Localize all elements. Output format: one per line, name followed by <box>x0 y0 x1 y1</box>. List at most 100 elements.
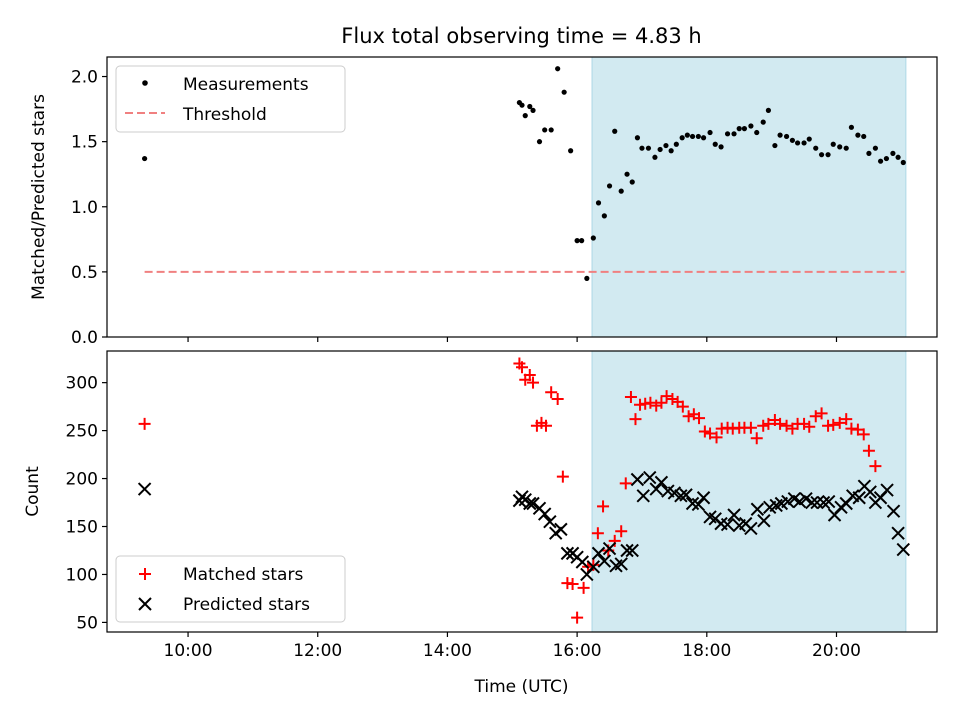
matched-star-point <box>833 416 846 429</box>
top-panel: 0.00.51.01.52.0 Matched/Predicted stars … <box>29 56 938 348</box>
measurement-point <box>522 113 528 119</box>
measurement-point <box>548 127 554 133</box>
matched-star-point <box>655 396 668 409</box>
matched-star-point <box>757 419 770 432</box>
matched-star-point <box>545 386 558 399</box>
predicted-star-point <box>750 502 765 516</box>
measurement-point <box>542 127 548 133</box>
predicted-star-point <box>625 543 639 558</box>
top-axes-frame <box>106 56 938 338</box>
matched-star-point <box>710 431 723 444</box>
predicted-star-point <box>654 475 669 490</box>
measurement-point <box>777 132 783 138</box>
measurement-point <box>707 129 713 136</box>
matched-star-point <box>774 417 787 430</box>
measurement-point <box>855 132 861 138</box>
matched-star-point <box>577 581 590 594</box>
legend-measurements-label: Measurements <box>183 75 309 95</box>
y-tick-label: 1.0 <box>71 198 98 218</box>
matched-star-point <box>827 418 840 431</box>
measurement-point <box>652 154 658 160</box>
measurement-point <box>689 133 696 140</box>
measurement-point <box>825 152 831 158</box>
matched-star-point <box>676 400 689 413</box>
measurement-point <box>872 145 878 151</box>
matched-star-point <box>527 376 540 389</box>
measurement-point <box>645 145 652 151</box>
matched-star-point <box>798 417 811 430</box>
matched-star-point <box>591 527 604 540</box>
measurement-point <box>574 238 580 244</box>
top-x-ticks <box>187 337 838 342</box>
predicted-star-point <box>560 546 575 561</box>
matched-star-point <box>629 413 642 426</box>
measurement-point <box>673 141 679 147</box>
predicted-star-point <box>543 515 557 529</box>
x-tick-label: 14:00 <box>423 641 472 661</box>
predicted-star-points <box>137 470 910 582</box>
top-legend-box <box>115 65 346 133</box>
measurement-point <box>866 150 872 156</box>
bottom-x-ticks: 10:00 12:00 14:00 16:00 18:00 20:00 <box>164 632 861 661</box>
measurement-point <box>794 140 801 146</box>
measurement-point <box>536 139 543 145</box>
predicted-star-point <box>720 517 735 532</box>
matched-star-point <box>551 392 564 405</box>
bottom-legend-box <box>115 555 346 623</box>
measurement-point <box>861 133 867 140</box>
predicted-star-point <box>137 482 152 496</box>
x-tick-label: 16:00 <box>553 641 602 661</box>
matched-star-point <box>523 368 536 381</box>
measurement-point <box>663 142 669 149</box>
measurement-point <box>530 107 536 113</box>
measurement-point <box>801 140 807 146</box>
matched-star-point <box>809 410 822 423</box>
matched-star-point <box>597 500 610 513</box>
matched-star-point <box>815 407 828 420</box>
measurement-point <box>584 275 590 281</box>
x-tick-label: 10:00 <box>164 641 213 661</box>
measurement-point <box>895 154 901 160</box>
matched-star-point <box>644 396 657 409</box>
matched-star-point <box>619 477 632 490</box>
measurement-point <box>142 155 148 162</box>
predicted-star-point <box>891 526 905 540</box>
legend-predicted-label: Predicted stars <box>183 595 310 615</box>
matched-star-point <box>138 417 151 430</box>
predicted-star-point <box>586 560 601 574</box>
top-observing-interval-shade <box>591 56 907 338</box>
measurement-point <box>695 133 701 140</box>
measurement-point <box>848 124 855 130</box>
y-tick-label: 100 <box>66 565 98 585</box>
measurement-point <box>519 102 525 108</box>
measurement-point <box>606 183 613 189</box>
measurement-point <box>724 131 731 137</box>
predicted-star-point <box>575 555 590 569</box>
y-tick-label: 0.0 <box>71 328 98 348</box>
matched-star-point <box>660 390 673 403</box>
top-y-ticks: 0.0 0.5 1.0 1.5 2.0 <box>71 68 107 348</box>
measurement-point <box>684 132 690 138</box>
measurement-point <box>789 137 795 143</box>
predicted-star-point <box>691 497 706 512</box>
measurement-point <box>657 146 663 153</box>
predicted-star-point <box>696 491 711 505</box>
y-tick-label: 150 <box>66 518 98 538</box>
predicted-star-point <box>620 543 634 558</box>
legend-threshold-label: Threshold <box>182 105 267 125</box>
bottom-panel: 50 100 150 200 250 300 10:00 12:00 14:00 16:00 18… <box>23 351 938 697</box>
measurement-point <box>624 171 630 177</box>
measurement-point <box>837 144 843 150</box>
measurement-point <box>731 131 737 137</box>
measurement-point <box>754 129 760 136</box>
predicted-star-point <box>744 521 758 536</box>
predicted-star-point <box>852 491 866 505</box>
predicted-star-point <box>880 483 894 497</box>
measurement-point <box>668 148 674 154</box>
legend-measurements-marker <box>142 80 148 86</box>
y-tick-label: 200 <box>66 470 98 490</box>
x-tick-label: 18:00 <box>682 641 731 661</box>
predicted-star-point <box>597 554 612 568</box>
measurement-point <box>561 89 567 95</box>
